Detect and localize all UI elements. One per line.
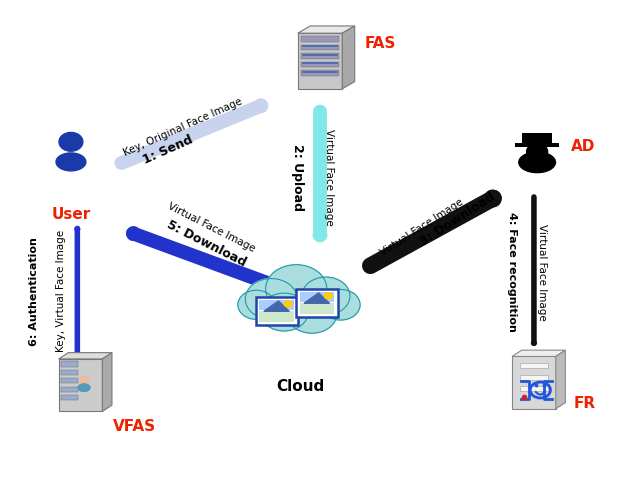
Text: FAS: FAS: [365, 36, 396, 51]
Polygon shape: [301, 53, 339, 59]
FancyBboxPatch shape: [296, 289, 338, 317]
Circle shape: [238, 290, 275, 320]
Text: 3: Download: 3: Download: [417, 190, 497, 248]
FancyBboxPatch shape: [255, 297, 298, 325]
Text: Cloud: Cloud: [276, 379, 325, 394]
Polygon shape: [298, 26, 355, 33]
Ellipse shape: [56, 153, 86, 171]
Polygon shape: [304, 293, 330, 303]
Circle shape: [284, 301, 292, 307]
Bar: [259, 311, 294, 322]
Text: AD: AD: [571, 139, 595, 154]
Polygon shape: [556, 350, 565, 409]
Ellipse shape: [519, 152, 556, 172]
Text: VFAS: VFAS: [113, 419, 156, 434]
Circle shape: [321, 289, 360, 320]
Ellipse shape: [78, 384, 90, 392]
Bar: [520, 387, 548, 391]
Text: Virtual Face Image: Virtual Face Image: [166, 202, 257, 255]
Polygon shape: [59, 353, 112, 359]
Circle shape: [59, 133, 83, 151]
Polygon shape: [512, 350, 565, 356]
Circle shape: [527, 143, 548, 160]
Text: 4: Face recognition: 4: Face recognition: [507, 212, 516, 332]
Polygon shape: [102, 353, 112, 411]
Polygon shape: [512, 356, 556, 409]
Bar: [515, 143, 559, 147]
Text: FR: FR: [574, 396, 596, 411]
Polygon shape: [264, 301, 289, 311]
Polygon shape: [301, 71, 339, 76]
Bar: [520, 375, 548, 380]
Text: Key, Original Face Image: Key, Original Face Image: [122, 97, 244, 158]
Text: Virtual Face Image: Virtual Face Image: [324, 129, 334, 226]
Circle shape: [324, 293, 332, 299]
Text: User: User: [51, 207, 91, 222]
Circle shape: [245, 279, 297, 320]
Bar: [300, 303, 334, 314]
Text: Key, Virtual Face Image: Key, Virtual Face Image: [56, 230, 66, 352]
Circle shape: [260, 293, 308, 331]
Bar: [520, 363, 548, 368]
Polygon shape: [301, 45, 339, 50]
Text: 6: Authentication: 6: Authentication: [29, 237, 39, 346]
Bar: [259, 300, 294, 310]
Polygon shape: [342, 26, 355, 89]
Polygon shape: [59, 359, 102, 411]
Bar: [61, 361, 78, 366]
Text: Virtual Face Image: Virtual Face Image: [379, 198, 465, 259]
Polygon shape: [298, 33, 342, 89]
Bar: [61, 387, 78, 392]
Bar: [61, 395, 78, 400]
Bar: [300, 292, 334, 302]
Bar: [522, 133, 552, 145]
Circle shape: [302, 277, 350, 315]
Circle shape: [266, 265, 327, 313]
Bar: [61, 370, 78, 375]
Circle shape: [79, 376, 88, 384]
Text: 1: Send: 1: Send: [141, 133, 195, 167]
Text: 5: Download: 5: Download: [164, 218, 248, 270]
Polygon shape: [301, 62, 339, 68]
Polygon shape: [301, 36, 339, 42]
Text: Virtual Face Image: Virtual Face Image: [537, 224, 547, 321]
Text: 2: Upload: 2: Upload: [291, 144, 304, 211]
Circle shape: [287, 294, 337, 333]
Bar: [61, 379, 78, 384]
